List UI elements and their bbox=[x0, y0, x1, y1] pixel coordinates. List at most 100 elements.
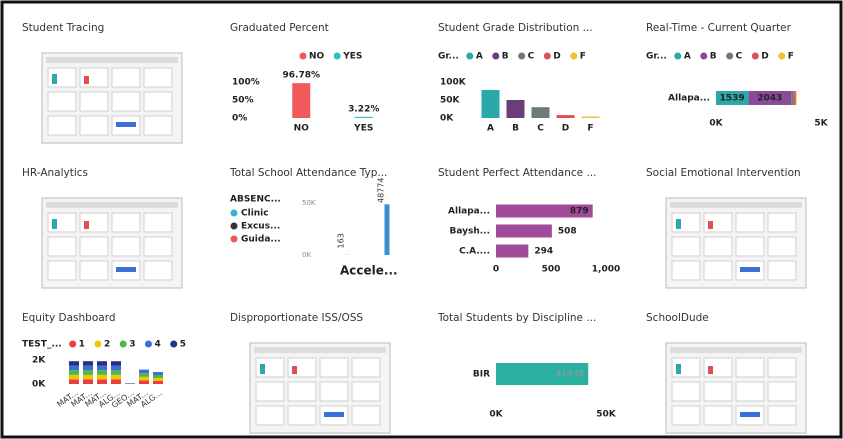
thumb-panel bbox=[80, 116, 108, 135]
thumb-panel bbox=[288, 382, 316, 401]
legend-dot bbox=[752, 53, 759, 60]
tile-title: Total School Attendance Typ... bbox=[229, 167, 387, 179]
thumb-panel bbox=[80, 261, 108, 280]
thumb-header bbox=[46, 57, 178, 63]
value-label: 96.78% bbox=[283, 71, 321, 81]
thumb-panel bbox=[704, 382, 732, 401]
x-tick-label: NO bbox=[294, 124, 310, 134]
legend-dot bbox=[231, 236, 238, 243]
bar-segment bbox=[83, 375, 93, 380]
thumb-panel bbox=[144, 237, 172, 256]
bar-segment bbox=[794, 91, 796, 105]
legend-dot bbox=[544, 53, 551, 60]
thumb-panel bbox=[144, 68, 172, 87]
legend-dot bbox=[300, 53, 307, 60]
thumb-panel bbox=[80, 92, 108, 111]
legend-label: 2 bbox=[104, 340, 110, 350]
thumb-header bbox=[670, 347, 802, 353]
bar-segment bbox=[139, 373, 149, 377]
y-tick-label: Allapa... bbox=[448, 207, 490, 217]
thumb-panel bbox=[672, 261, 700, 280]
bar-segment bbox=[111, 366, 121, 371]
bar-segment bbox=[111, 370, 121, 375]
value-label: 41938 bbox=[556, 370, 585, 380]
x-tick-label: 50K bbox=[596, 410, 617, 420]
thumb-panel bbox=[288, 406, 316, 425]
x-tick-label: D bbox=[562, 124, 569, 134]
thumb-panel bbox=[672, 382, 700, 401]
thumb-panel bbox=[112, 213, 140, 232]
y-tick-label: 50K bbox=[440, 96, 461, 106]
thumb-accent bbox=[740, 412, 760, 417]
thumbnail bbox=[42, 198, 182, 288]
thumb-header bbox=[254, 347, 386, 353]
legend-dot bbox=[170, 341, 177, 348]
tile-title: Student Perfect Attendance ... bbox=[438, 167, 596, 179]
legend-dot bbox=[700, 53, 707, 60]
bar-segment bbox=[153, 381, 163, 384]
legend-label: 5 bbox=[180, 340, 186, 350]
bar bbox=[482, 90, 500, 118]
thumb-panel bbox=[768, 213, 796, 232]
bar-segment bbox=[153, 378, 163, 381]
y-tick-label: BIR bbox=[473, 370, 490, 380]
bar-segment bbox=[69, 379, 79, 384]
legend-label: YES bbox=[342, 52, 362, 62]
bar-segment bbox=[69, 370, 79, 375]
thumb-accent bbox=[676, 219, 681, 229]
thumb-panel bbox=[768, 358, 796, 377]
bar-segment bbox=[111, 375, 121, 380]
y-tick-label: 100% bbox=[232, 78, 260, 88]
bar-segment bbox=[153, 372, 163, 375]
thumb-panel bbox=[48, 92, 76, 111]
value-label: 2043 bbox=[757, 94, 782, 104]
thumbnail bbox=[250, 343, 390, 433]
thumb-panel bbox=[144, 116, 172, 135]
thumb-panel bbox=[48, 261, 76, 280]
legend-dot bbox=[518, 53, 525, 60]
thumbnail bbox=[666, 198, 806, 288]
thumb-panel bbox=[112, 237, 140, 256]
thumb-panel bbox=[320, 358, 348, 377]
thumb-accent bbox=[84, 221, 89, 229]
legend-label: 1 bbox=[79, 340, 85, 350]
legend-label: C bbox=[528, 52, 535, 62]
bar-segment bbox=[97, 366, 107, 371]
tile-title: Student Tracing bbox=[22, 22, 104, 34]
legend-dot bbox=[120, 341, 127, 348]
x-tick-label: F bbox=[587, 124, 593, 134]
thumb-panel bbox=[48, 116, 76, 135]
bar-segment bbox=[83, 379, 93, 384]
y-tick-label: 0K bbox=[302, 251, 311, 259]
thumb-panel bbox=[704, 237, 732, 256]
thumb-header bbox=[670, 202, 802, 208]
thumb-panel bbox=[352, 358, 380, 377]
thumb-panel bbox=[256, 382, 284, 401]
legend-title: ABSENC... bbox=[230, 195, 281, 205]
bar-segment bbox=[69, 366, 79, 371]
thumb-accent bbox=[52, 219, 57, 229]
tile-title: Social Emotional Intervention bbox=[646, 167, 801, 179]
bar-segment bbox=[97, 370, 107, 375]
thumb-accent bbox=[708, 221, 713, 229]
thumb-panel bbox=[672, 237, 700, 256]
bar-segment bbox=[125, 383, 135, 384]
bar-segment bbox=[111, 361, 121, 366]
value-label: 3.22% bbox=[348, 104, 379, 114]
thumb-panel bbox=[768, 406, 796, 425]
thumb-panel bbox=[112, 68, 140, 87]
thumb-accent bbox=[84, 76, 89, 84]
category-label: Accele... bbox=[340, 264, 398, 278]
legend-label: Guida... bbox=[241, 235, 281, 245]
bar-segment bbox=[791, 91, 794, 105]
y-tick-label: Baysh... bbox=[449, 227, 490, 237]
tile-title: Student Grade Distribution ... bbox=[438, 22, 593, 34]
y-tick-label: 100K bbox=[440, 78, 467, 88]
bar-segment bbox=[139, 380, 149, 384]
thumb-accent bbox=[116, 122, 136, 127]
legend-dot bbox=[492, 53, 499, 60]
legend-dot bbox=[466, 53, 473, 60]
thumb-accent bbox=[52, 74, 57, 84]
x-tick-label: 5K bbox=[814, 119, 828, 129]
bar bbox=[557, 115, 575, 118]
